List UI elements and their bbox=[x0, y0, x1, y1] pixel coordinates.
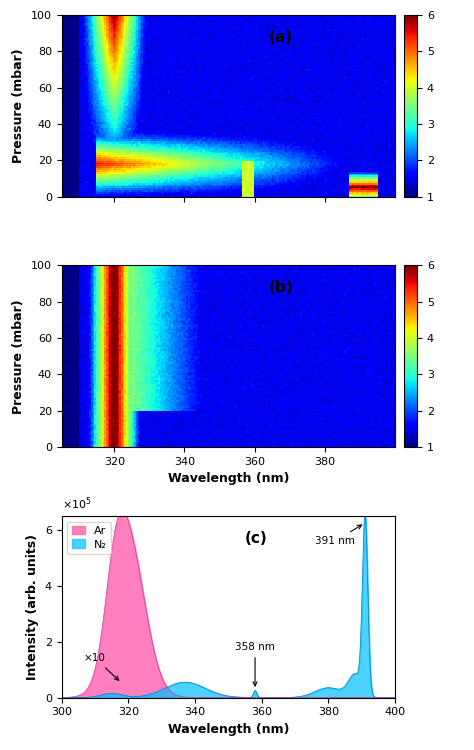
Text: (c): (c) bbox=[245, 530, 268, 545]
X-axis label: Wavelength (nm): Wavelength (nm) bbox=[168, 472, 289, 485]
Text: 391 nm: 391 nm bbox=[315, 525, 362, 546]
Text: (b): (b) bbox=[268, 280, 293, 295]
Y-axis label: Pressure (mbar): Pressure (mbar) bbox=[12, 49, 25, 163]
Text: $\times10^5$: $\times10^5$ bbox=[62, 496, 91, 512]
Text: ×10: ×10 bbox=[84, 653, 118, 680]
X-axis label: Wavelength (nm): Wavelength (nm) bbox=[168, 723, 289, 736]
Text: (a): (a) bbox=[268, 29, 292, 44]
Y-axis label: Pressure (mbar): Pressure (mbar) bbox=[12, 299, 25, 413]
Text: 358 nm: 358 nm bbox=[235, 642, 275, 686]
Y-axis label: Intensity (arb. units): Intensity (arb. units) bbox=[26, 534, 39, 680]
Legend: Ar, N₂: Ar, N₂ bbox=[67, 521, 111, 554]
